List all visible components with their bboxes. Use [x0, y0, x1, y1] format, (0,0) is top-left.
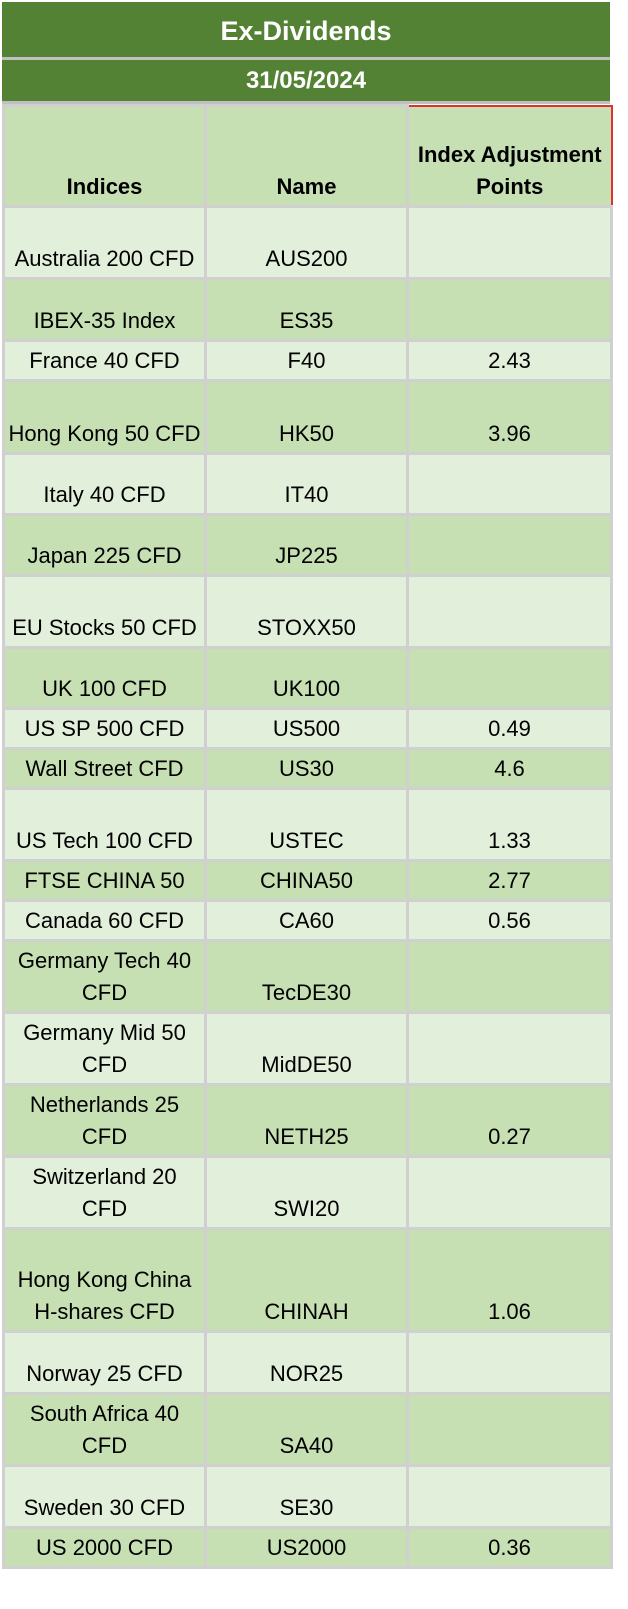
cell-points[interactable]: 2.77 [406, 859, 613, 902]
header-row: Indices Name Index Adjustment Points [2, 104, 613, 208]
table-row: France 40 CFD F40 2.43 [2, 339, 613, 382]
cell-index[interactable]: Sweden 30 CFD [2, 1464, 207, 1529]
cell-points[interactable]: 0.27 [406, 1083, 613, 1158]
table-row: Sweden 30 CFD SE30 [2, 1464, 613, 1529]
sheet-title: Ex-Dividends [2, 2, 610, 60]
cell-points[interactable] [406, 452, 613, 516]
cell-points[interactable] [406, 1392, 613, 1467]
cell-name[interactable]: CHINA50 [204, 859, 409, 902]
cell-index[interactable]: US 2000 CFD [2, 1526, 207, 1569]
header-indices[interactable]: Indices [2, 104, 207, 208]
cell-index[interactable]: Hong Kong 50 CFD [2, 379, 207, 455]
cell-index[interactable]: Wall Street CFD [2, 747, 207, 790]
cell-index[interactable]: Norway 25 CFD [2, 1330, 207, 1395]
table-row: Wall Street CFD US30 4.6 [2, 747, 613, 790]
cell-index[interactable]: Australia 200 CFD [2, 205, 207, 280]
cell-name[interactable]: STOXX50 [204, 574, 409, 649]
table-row: Hong Kong 50 CFD HK50 3.96 [2, 379, 613, 455]
cell-index[interactable]: Germany Tech 40 CFD [2, 939, 207, 1014]
sheet-date: 31/05/2024 [2, 60, 610, 104]
table-row: IBEX-35 Index ES35 [2, 277, 613, 342]
cell-name[interactable]: CA60 [204, 899, 409, 942]
cell-points[interactable] [406, 1330, 613, 1395]
cell-index[interactable]: Germany Mid 50 CFD [2, 1011, 207, 1086]
header-name[interactable]: Name [204, 104, 409, 208]
cell-name[interactable]: HK50 [204, 379, 409, 455]
cell-points[interactable] [406, 513, 613, 577]
table-row: US SP 500 CFD US500 0.49 [2, 707, 613, 750]
table-row: Switzerland 20 CFD SWI20 [2, 1155, 613, 1230]
table-row: Canada 60 CFD CA60 0.56 [2, 899, 613, 942]
cell-points[interactable] [406, 646, 613, 710]
cell-index[interactable]: South Africa 40 CFD [2, 1392, 207, 1467]
cell-name[interactable]: SE30 [204, 1464, 409, 1529]
cell-name[interactable]: TecDE30 [204, 939, 409, 1014]
cell-name[interactable]: USTEC [204, 787, 409, 862]
cell-name[interactable]: US500 [204, 707, 409, 750]
table-row: Germany Mid 50 CFD MidDE50 [2, 1011, 613, 1086]
cell-name[interactable]: NETH25 [204, 1083, 409, 1158]
cell-points[interactable]: 1.06 [406, 1227, 613, 1333]
cell-points[interactable]: 1.33 [406, 787, 613, 862]
cell-name[interactable]: JP225 [204, 513, 409, 577]
cell-name[interactable]: CHINAH [204, 1227, 409, 1333]
cell-name[interactable]: US30 [204, 747, 409, 790]
cell-points[interactable] [406, 205, 613, 280]
table-row: US 2000 CFD US2000 0.36 [2, 1526, 613, 1569]
table-row: Hong Kong China H-shares CFD CHINAH 1.06 [2, 1227, 613, 1333]
cell-name[interactable]: F40 [204, 339, 409, 382]
cell-index[interactable]: Hong Kong China H-shares CFD [2, 1227, 207, 1333]
cell-index[interactable]: US SP 500 CFD [2, 707, 207, 750]
cell-index[interactable]: FTSE CHINA 50 [2, 859, 207, 902]
cell-index[interactable]: EU Stocks 50 CFD [2, 574, 207, 649]
cell-index[interactable]: Switzerland 20 CFD [2, 1155, 207, 1230]
cell-index[interactable]: Netherlands 25 CFD [2, 1083, 207, 1158]
cell-name[interactable]: SWI20 [204, 1155, 409, 1230]
ex-dividends-table: Indices Name Index Adjustment Points Aus… [2, 104, 613, 1569]
cell-name[interactable]: SA40 [204, 1392, 409, 1467]
cell-points[interactable] [406, 1464, 613, 1529]
table-row: EU Stocks 50 CFD STOXX50 [2, 574, 613, 649]
cell-name[interactable]: UK100 [204, 646, 409, 710]
cell-name[interactable]: AUS200 [204, 205, 409, 280]
table-row: Norway 25 CFD NOR25 [2, 1330, 613, 1395]
cell-name[interactable]: ES35 [204, 277, 409, 342]
table-row: Japan 225 CFD JP225 [2, 513, 613, 577]
table-row: UK 100 CFD UK100 [2, 646, 613, 710]
cell-points[interactable]: 0.49 [406, 707, 613, 750]
cell-name[interactable]: US2000 [204, 1526, 409, 1569]
table-row: Italy 40 CFD IT40 [2, 452, 613, 516]
cell-points[interactable] [406, 1155, 613, 1230]
table-row: Netherlands 25 CFD NETH25 0.27 [2, 1083, 613, 1158]
cell-name[interactable]: IT40 [204, 452, 409, 516]
table-row: Australia 200 CFD AUS200 [2, 205, 613, 280]
cell-points[interactable] [406, 277, 613, 342]
table-row: South Africa 40 CFD SA40 [2, 1392, 613, 1467]
cell-index[interactable]: Canada 60 CFD [2, 899, 207, 942]
cell-points[interactable] [406, 939, 613, 1014]
cell-points[interactable]: 4.6 [406, 747, 613, 790]
cell-index[interactable]: IBEX-35 Index [2, 277, 207, 342]
cell-points[interactable]: 0.56 [406, 899, 613, 942]
table-row: Germany Tech 40 CFD TecDE30 [2, 939, 613, 1014]
cell-points[interactable]: 0.36 [406, 1526, 613, 1569]
table-row: US Tech 100 CFD USTEC 1.33 [2, 787, 613, 862]
cell-name[interactable]: MidDE50 [204, 1011, 409, 1086]
cell-points[interactable]: 2.43 [406, 339, 613, 382]
cell-index[interactable]: Italy 40 CFD [2, 452, 207, 516]
cell-points[interactable] [406, 1011, 613, 1086]
cell-index[interactable]: US Tech 100 CFD [2, 787, 207, 862]
cell-name[interactable]: NOR25 [204, 1330, 409, 1395]
ex-dividends-sheet: Ex-Dividends 31/05/2024 Indices Name Ind… [2, 2, 613, 1569]
cell-points[interactable]: 3.96 [406, 379, 613, 455]
table-row: FTSE CHINA 50 CHINA50 2.77 [2, 859, 613, 902]
cell-points[interactable] [406, 574, 613, 649]
cell-index[interactable]: Japan 225 CFD [2, 513, 207, 577]
cell-index[interactable]: UK 100 CFD [2, 646, 207, 710]
cell-index[interactable]: France 40 CFD [2, 339, 207, 382]
header-index-adjustment-points[interactable]: Index Adjustment Points [406, 104, 613, 208]
table-body: Australia 200 CFD AUS200 IBEX-35 Index ES35… [2, 205, 613, 1569]
